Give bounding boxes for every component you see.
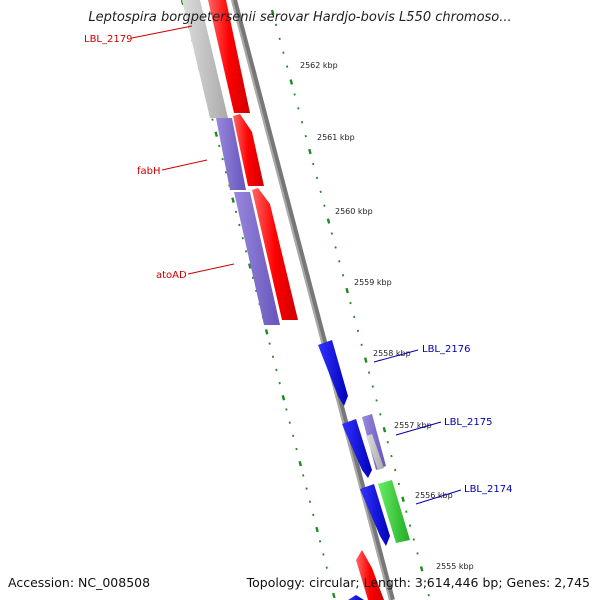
- ruler-label: 2558 kbp: [373, 349, 411, 358]
- tick-mark: [338, 260, 341, 263]
- tick-mark: [416, 552, 419, 555]
- tick-mark: [349, 301, 352, 305]
- tick-mark: [332, 592, 336, 599]
- tick-mark: [375, 399, 378, 402]
- feature-red-lbl2179[interactable]: [208, 0, 250, 113]
- tick-mark: [214, 131, 219, 137]
- tick-mark: [297, 107, 300, 110]
- tick-mark: [278, 37, 281, 40]
- gene-label-lbl2179[interactable]: LBL_2179: [84, 34, 132, 45]
- tick-mark: [397, 482, 401, 486]
- tick-mark: [367, 371, 371, 374]
- tick-mark: [423, 580, 427, 583]
- label-leaders: [131, 25, 462, 505]
- tick-mark: [282, 51, 285, 54]
- tick-mark: [300, 121, 304, 124]
- tick-mark: [408, 524, 412, 527]
- tick-mark: [386, 440, 389, 444]
- tick-mark: [405, 510, 408, 513]
- tick-mark: [356, 329, 360, 333]
- summary-label: Topology: circular; Length: 3,614,446 bp…: [246, 575, 590, 590]
- tick-mark: [270, 9, 275, 16]
- tick-mark: [341, 274, 345, 277]
- tick-mark: [360, 343, 363, 347]
- gene-label-lbl2174[interactable]: LBL_2174: [464, 484, 512, 495]
- map-title: Leptospira borgpetersenii serovar Hardjo…: [88, 10, 512, 25]
- ruler-label: 2559 kbp: [354, 278, 392, 287]
- tick-mark: [345, 287, 349, 294]
- tick-mark: [379, 413, 382, 416]
- tick-mark: [371, 385, 374, 388]
- gene-label-lbl2175[interactable]: LBL_2175: [444, 417, 492, 428]
- tick-mark: [394, 468, 397, 472]
- ruler-label: 2561 kbp: [317, 133, 355, 142]
- tick-mark: [319, 190, 322, 193]
- tick-mark: [401, 496, 405, 502]
- ruler-label: 2556 kbp: [415, 491, 453, 500]
- feature-purple-fabh[interactable]: [216, 118, 246, 190]
- tick-mark: [326, 218, 331, 224]
- feature-blue-lbl2175[interactable]: [342, 419, 372, 478]
- tick-mark: [286, 65, 289, 68]
- tick-mark: [315, 526, 319, 533]
- tick-mark: [419, 566, 424, 572]
- tick-mark: [308, 148, 312, 155]
- ruler-label: 2557 kbp: [394, 421, 432, 430]
- tick-mark: [264, 329, 269, 335]
- tick-mark: [323, 204, 326, 207]
- backbone: [231, 0, 395, 600]
- tick-mark: [312, 162, 315, 166]
- feature-grey-lbl2179[interactable]: [182, 0, 228, 118]
- tick-mark: [330, 232, 333, 235]
- tick-mark: [274, 23, 278, 27]
- tick-mark: [315, 176, 319, 180]
- tick-mark: [298, 460, 303, 467]
- tick-mark: [353, 315, 356, 319]
- tick-mark: [281, 395, 286, 401]
- gene-label-fabh[interactable]: fabH: [137, 166, 161, 177]
- ruler-label: 2562 kbp: [300, 61, 338, 70]
- tick-mark: [231, 197, 235, 203]
- gene-label-lbl2176[interactable]: LBL_2176: [422, 344, 470, 355]
- feature-blue-lbl2176[interactable]: [318, 340, 348, 406]
- accession-label: Accession: NC_008508: [8, 575, 151, 590]
- ruler-label: 2560 kbp: [335, 207, 373, 216]
- tick-mark: [248, 263, 252, 269]
- tick-mark: [390, 454, 393, 458]
- ruler-label: 2555 kbp: [436, 562, 474, 571]
- tick-mark: [427, 593, 430, 597]
- tick-mark: [304, 134, 307, 138]
- tick-mark: [363, 357, 368, 363]
- tick-mark: [382, 426, 387, 433]
- feature-red-fabh[interactable]: [233, 114, 264, 186]
- gene-label-atoad[interactable]: atoAD: [156, 270, 187, 281]
- feature-purple-atoad[interactable]: [234, 192, 280, 325]
- feature-grey-lbl2175[interactable]: [366, 434, 384, 470]
- feature-red-atoad[interactable]: [252, 188, 298, 320]
- tick-mark: [334, 246, 337, 249]
- tick-mark: [289, 79, 294, 85]
- feature-blue-lbl2174[interactable]: [360, 484, 390, 546]
- feature-green-lbl2174[interactable]: [378, 480, 410, 543]
- feature-blue-bottom[interactable]: [348, 595, 364, 600]
- tick-mark: [293, 93, 296, 96]
- feature-red-bottom[interactable]: [356, 550, 384, 600]
- tick-mark: [412, 538, 415, 541]
- ruler-labels: 2562 kbp 2561 kbp 2560 kbp 2559 kbp 2558 kbp…: [300, 61, 474, 571]
